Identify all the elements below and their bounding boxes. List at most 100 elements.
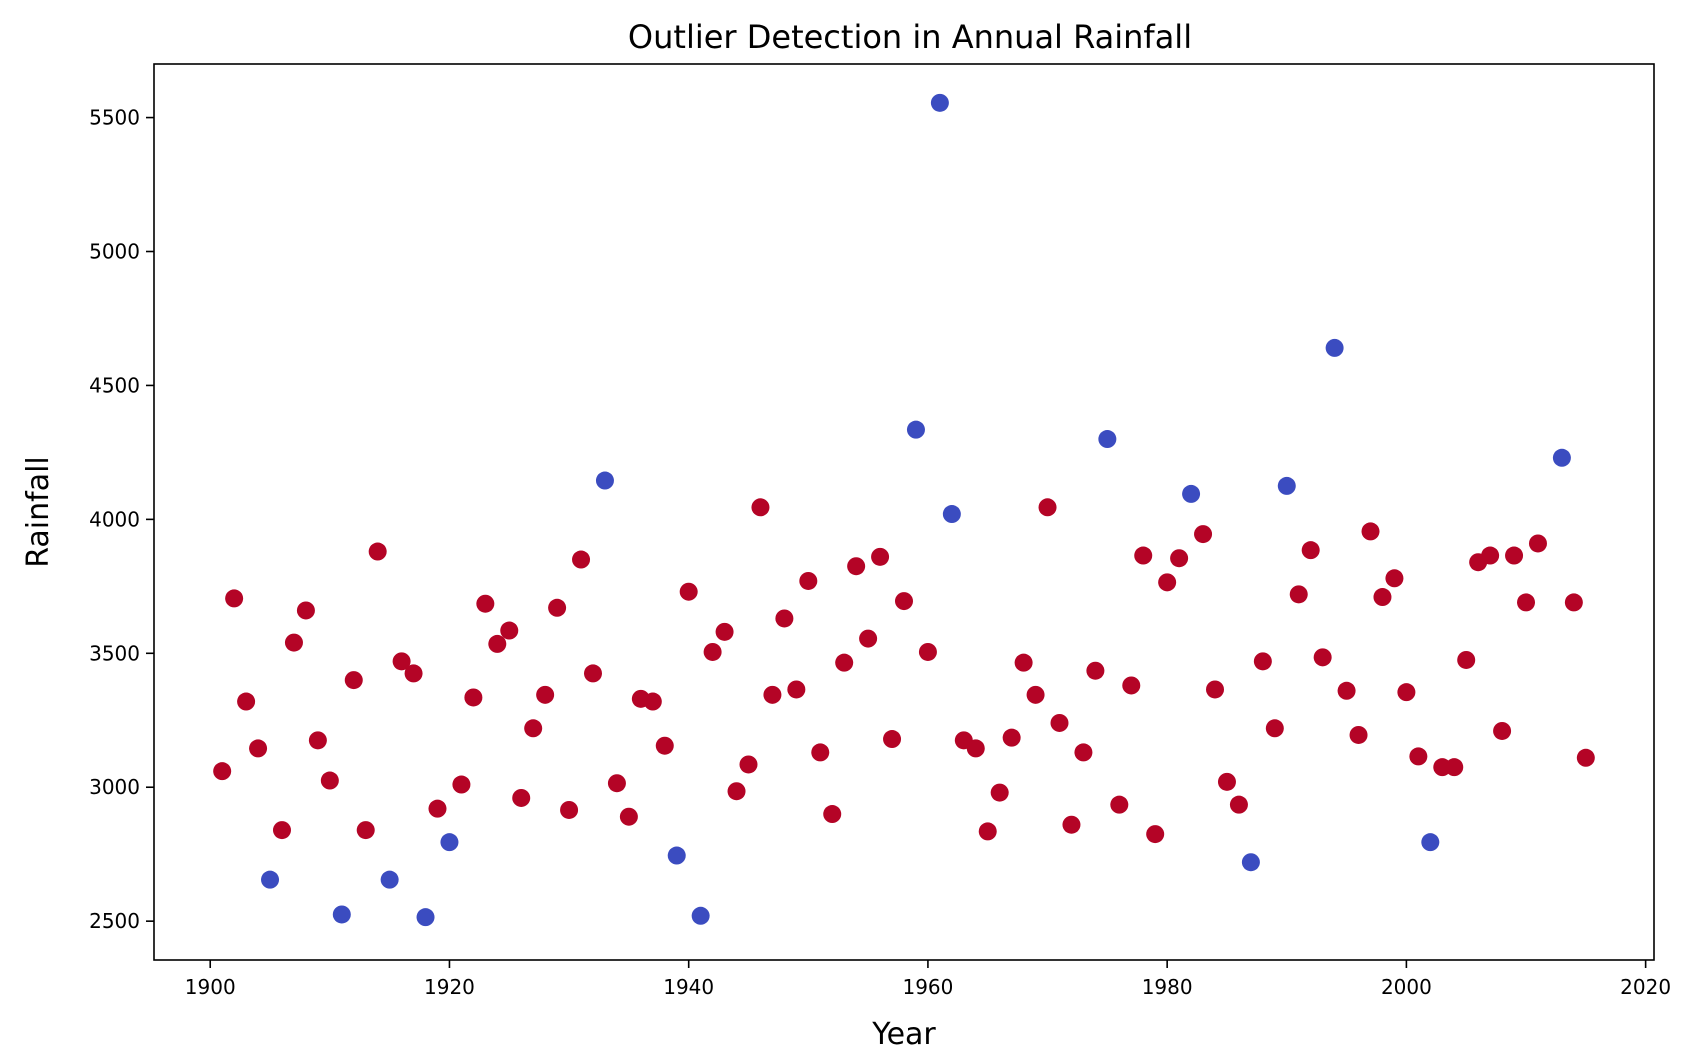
data-point (763, 685, 782, 704)
data-point (1014, 653, 1033, 672)
x-tick-label: 1980 (1142, 975, 1193, 999)
data-points (213, 93, 1595, 927)
outlier-point (1098, 430, 1117, 449)
y-tick-label: 4000 (89, 507, 140, 531)
data-point (1206, 680, 1225, 699)
data-point (583, 664, 602, 683)
y-tick-label: 3000 (89, 775, 140, 799)
data-point (847, 557, 866, 576)
data-point (1002, 728, 1021, 747)
data-point (1170, 549, 1189, 568)
outlier-point (691, 906, 710, 925)
data-point (883, 730, 902, 749)
y-tick-label: 5000 (89, 240, 140, 264)
data-point (1445, 758, 1464, 777)
data-point (1158, 573, 1177, 592)
data-point (811, 743, 830, 762)
x-tick-label: 2000 (1381, 975, 1432, 999)
data-point (619, 807, 638, 826)
data-point (368, 542, 387, 561)
data-point (464, 688, 483, 707)
data-point (392, 652, 411, 671)
data-point (918, 642, 937, 661)
outlier-point (1552, 448, 1571, 467)
plot-area (153, 63, 1655, 961)
data-point (1576, 748, 1595, 767)
x-tick-label: 1940 (663, 975, 714, 999)
data-point (1122, 676, 1141, 695)
data-point (1134, 546, 1153, 565)
outlier-point (1277, 476, 1296, 495)
x-tick-label: 1920 (424, 975, 475, 999)
data-point (512, 788, 531, 807)
data-point (272, 821, 291, 840)
data-point (751, 498, 770, 517)
data-point (1349, 725, 1368, 744)
data-point (978, 822, 997, 841)
data-point (799, 571, 818, 590)
data-point (476, 594, 495, 613)
data-point (404, 664, 423, 683)
data-point (1564, 593, 1583, 612)
data-point (344, 671, 363, 690)
outlier-point (440, 833, 459, 852)
data-point (990, 783, 1009, 802)
data-point (1528, 534, 1547, 553)
data-point (739, 755, 758, 774)
data-point (560, 800, 579, 819)
data-point (1397, 683, 1416, 702)
outlier-point (930, 93, 949, 112)
x-axis-label: Year (871, 1017, 936, 1052)
data-point (488, 634, 507, 653)
data-point (1265, 719, 1284, 738)
data-point (655, 736, 674, 755)
data-point (715, 622, 734, 641)
data-point (452, 775, 471, 794)
outlier-point (380, 870, 399, 889)
outlier-point (667, 846, 686, 865)
data-point (1086, 661, 1105, 680)
data-point (320, 771, 339, 790)
data-point (213, 762, 232, 781)
data-point (703, 642, 722, 661)
data-point (1026, 685, 1045, 704)
data-point (548, 598, 567, 617)
data-point (1301, 541, 1320, 560)
data-point (225, 589, 244, 608)
outlier-point (595, 471, 614, 490)
y-tick-label: 2500 (89, 909, 140, 933)
data-point (536, 685, 555, 704)
data-point (1385, 569, 1404, 588)
y-tick-label: 5500 (89, 106, 140, 130)
data-point (1074, 743, 1093, 762)
data-point (607, 774, 626, 793)
data-point (643, 692, 662, 711)
outlier-point (1241, 853, 1260, 872)
y-axis: 2500 3000 3500 4000 4500 5000 5500 (89, 106, 154, 933)
data-point (1481, 546, 1500, 565)
data-point (775, 609, 794, 628)
data-point (1409, 747, 1428, 766)
data-point (1361, 522, 1380, 541)
data-point (500, 621, 519, 640)
data-point (237, 692, 256, 711)
outlier-point (942, 505, 961, 524)
outlier-point (1421, 833, 1440, 852)
data-point (787, 680, 806, 699)
data-point (1373, 588, 1392, 607)
outlier-point (1182, 484, 1201, 503)
chart-title: Outlier Detection in Annual Rainfall (628, 18, 1192, 56)
data-point (1337, 681, 1356, 700)
data-point (1146, 825, 1165, 844)
x-tick-label: 1960 (902, 975, 953, 999)
data-point (249, 739, 268, 758)
data-point (1110, 795, 1129, 814)
data-point (296, 601, 315, 620)
y-axis-label: Rainfall (21, 456, 56, 568)
data-point (1289, 585, 1308, 604)
outlier-point (261, 870, 280, 889)
outlier-point (332, 905, 351, 924)
data-point (1050, 713, 1069, 732)
outlier-point (416, 908, 435, 927)
x-tick-label: 1900 (185, 975, 236, 999)
